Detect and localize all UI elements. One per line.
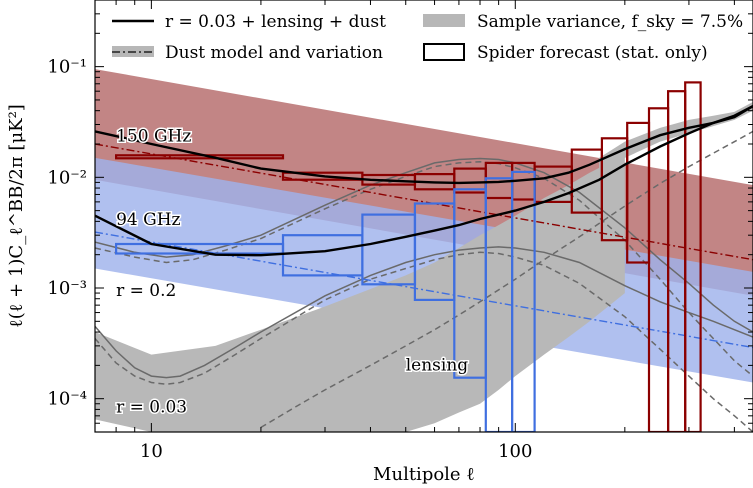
series-r-0-03-lensing-dust-94-ghz [95, 105, 753, 257]
annotation-r-0-2: r = 0.2 [116, 281, 176, 301]
legend-label-dust-model: Dust model and variation [165, 43, 383, 63]
series-dust-model-150-ghz [95, 143, 753, 261]
legend-entry-sample-variance: Sample variance, f_sky = 7.5% [423, 12, 743, 32]
y-tick-label: 10⁻⁴ [47, 389, 87, 410]
series-lensing [260, 130, 753, 429]
x-tick-label: 100 [498, 441, 532, 462]
series-r-0-03-tensor-only [95, 251, 753, 432]
y-axis-title: ℓ(ℓ + 1)C_ℓ^BB/2π [μK²] [6, 104, 27, 328]
legend-entry-theory: r = 0.03 + lensing + dust [112, 12, 386, 32]
annotations: 150 GHz 94 GHz r = 0.2 r = 0.03 lensing [115, 125, 470, 419]
series-r-0-2 [95, 157, 753, 333]
legend: r = 0.03 + lensing + dust Dust model and… [112, 12, 743, 63]
annotation-150-ghz: 150 GHz [116, 127, 191, 147]
legend-swatch-gray-band [423, 14, 465, 27]
axis-ticks: 10 100 10⁻⁴ 10⁻³ 10⁻² 10⁻¹ [47, 0, 753, 462]
plot-area [95, 69, 753, 432]
plot-frame [94, 0, 753, 433]
series-r-0-03-lensing-dust-150-ghz [95, 105, 753, 185]
annotation-lensing: lensing [406, 355, 469, 375]
forecast-box-94-ghz-20 [510, 170, 536, 432]
legend-swatch-open-box [423, 43, 465, 61]
x-axis-title: Multipole ℓ [373, 464, 475, 485]
y-tick-label: 10⁻¹ [47, 57, 87, 78]
sample-variance-band-94ghz [95, 154, 625, 432]
y-tick-label: 10⁻² [47, 167, 87, 188]
series-r-0-03 [95, 246, 753, 379]
annotation-r-0-03: r = 0.03 [116, 398, 187, 418]
legend-label-sample-variance: Sample variance, f_sky = 7.5% [477, 12, 743, 32]
annotation-94-ghz: 94 GHz [116, 210, 180, 230]
x-tick-label: 10 [140, 441, 163, 462]
series-r-0-2-tensor-only [95, 161, 753, 377]
legend-label-theory: r = 0.03 + lensing + dust [165, 12, 386, 32]
y-tick-label: 10⁻³ [47, 278, 87, 299]
series-dust-model-94-ghz [95, 231, 753, 349]
legend-entry-forecast: Spider forecast (stat. only) [423, 43, 708, 63]
forecast-box-150-ghz-13 [684, 81, 702, 432]
legend-entry-dust-model: Dust model and variation [112, 43, 383, 63]
legend-label-forecast: Spider forecast (stat. only) [477, 43, 708, 63]
sample-variance-band-150ghz [599, 101, 753, 173]
